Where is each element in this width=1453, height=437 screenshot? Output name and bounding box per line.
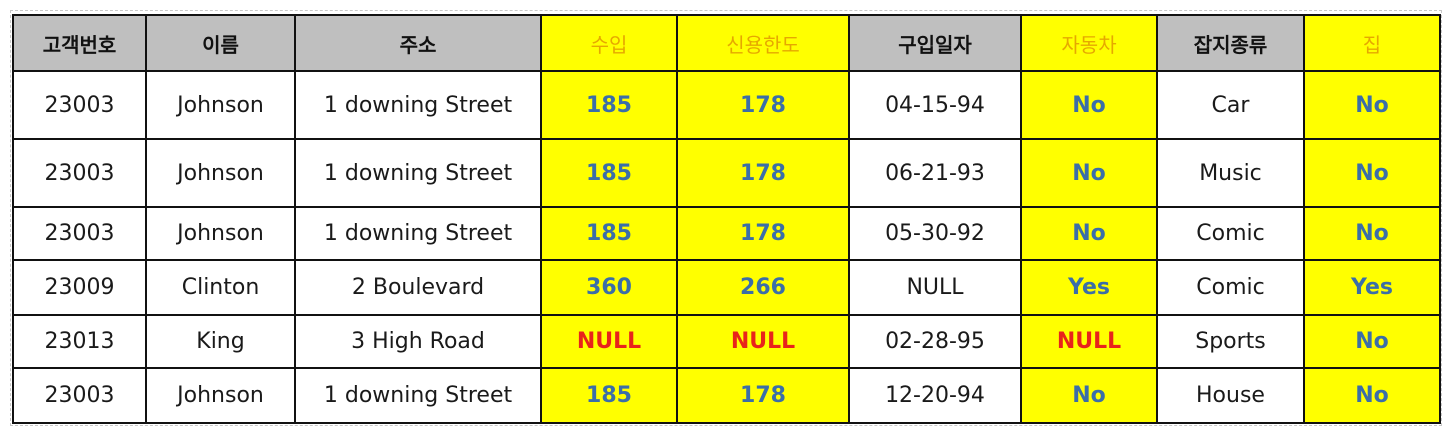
cell-house: No: [1303, 206, 1441, 261]
cell-address: 1 downing Street: [294, 206, 542, 261]
cell-purchase-date: 02-28-95: [848, 314, 1022, 369]
customer-table: 고객번호 이름 주소 수입 신용한도 구입일자 자동차 잡지종류 집 23003…: [12, 14, 1441, 424]
cell-car: Yes: [1020, 259, 1158, 316]
cell-house: No: [1303, 70, 1441, 140]
cell-address: 1 downing Street: [294, 367, 542, 424]
cell-purchase-date: NULL: [848, 259, 1022, 316]
cell-income: 185: [540, 206, 678, 261]
cell-address: 1 downing Street: [294, 70, 542, 140]
cell-magazine-type: Comic: [1156, 259, 1305, 316]
cell-purchase-date: 04-15-94: [848, 70, 1022, 140]
cell-address: 3 High Road: [294, 314, 542, 369]
header-row: 고객번호 이름 주소 수입 신용한도 구입일자 자동차 잡지종류 집: [12, 14, 1441, 72]
cell-car: No: [1020, 70, 1158, 140]
cell-customer-id: 23013: [12, 314, 147, 369]
cell-address: 2 Boulevard: [294, 259, 542, 316]
cell-income: 360: [540, 259, 678, 316]
cell-name: Johnson: [145, 206, 296, 261]
cell-income: 185: [540, 70, 678, 140]
header-credit-limit: 신용한도: [676, 14, 850, 72]
table-row: 23003 Johnson 1 downing Street 185 178 0…: [12, 206, 1441, 261]
cell-name: Johnson: [145, 138, 296, 208]
cell-customer-id: 23003: [12, 70, 147, 140]
cell-income: 185: [540, 138, 678, 208]
header-magazine-type: 잡지종류: [1156, 14, 1305, 72]
cell-income: 185: [540, 367, 678, 424]
cell-credit-limit: NULL: [676, 314, 850, 369]
cell-customer-id: 23009: [12, 259, 147, 316]
header-house: 집: [1303, 14, 1441, 72]
cell-car: No: [1020, 367, 1158, 424]
cell-credit-limit: 178: [676, 70, 850, 140]
cell-magazine-type: Music: [1156, 138, 1305, 208]
cell-customer-id: 23003: [12, 206, 147, 261]
cell-magazine-type: Comic: [1156, 206, 1305, 261]
cell-magazine-type: Car: [1156, 70, 1305, 140]
table-row: 23003 Johnson 1 downing Street 185 178 0…: [12, 70, 1441, 140]
cell-purchase-date: 06-21-93: [848, 138, 1022, 208]
cell-magazine-type: House: [1156, 367, 1305, 424]
cell-credit-limit: 266: [676, 259, 850, 316]
table-row: 23003 Johnson 1 downing Street 185 178 1…: [12, 367, 1441, 424]
table-row: 23003 Johnson 1 downing Street 185 178 0…: [12, 138, 1441, 208]
table-row: 23009 Clinton 2 Boulevard 360 266 NULL Y…: [12, 259, 1441, 316]
cell-customer-id: 23003: [12, 367, 147, 424]
cell-credit-limit: 178: [676, 138, 850, 208]
cell-income: NULL: [540, 314, 678, 369]
cell-car: No: [1020, 138, 1158, 208]
page-border: [10, 10, 1442, 426]
cell-name: Johnson: [145, 367, 296, 424]
cell-car: No: [1020, 206, 1158, 261]
table-row: 23013 King 3 High Road NULL NULL 02-28-9…: [12, 314, 1441, 369]
cell-name: King: [145, 314, 296, 369]
header-address: 주소: [294, 14, 542, 72]
header-name: 이름: [145, 14, 296, 72]
cell-house: No: [1303, 314, 1441, 369]
header-car: 자동차: [1020, 14, 1158, 72]
header-purchase-date: 구입일자: [848, 14, 1022, 72]
cell-house: Yes: [1303, 259, 1441, 316]
cell-name: Clinton: [145, 259, 296, 316]
cell-car: NULL: [1020, 314, 1158, 369]
cell-house: No: [1303, 367, 1441, 424]
cell-purchase-date: 05-30-92: [848, 206, 1022, 261]
cell-magazine-type: Sports: [1156, 314, 1305, 369]
cell-credit-limit: 178: [676, 206, 850, 261]
cell-name: Johnson: [145, 70, 296, 140]
cell-address: 1 downing Street: [294, 138, 542, 208]
header-income: 수입: [540, 14, 678, 72]
cell-customer-id: 23003: [12, 138, 147, 208]
cell-purchase-date: 12-20-94: [848, 367, 1022, 424]
cell-house: No: [1303, 138, 1441, 208]
header-customer-id: 고객번호: [12, 14, 147, 72]
cell-credit-limit: 178: [676, 367, 850, 424]
